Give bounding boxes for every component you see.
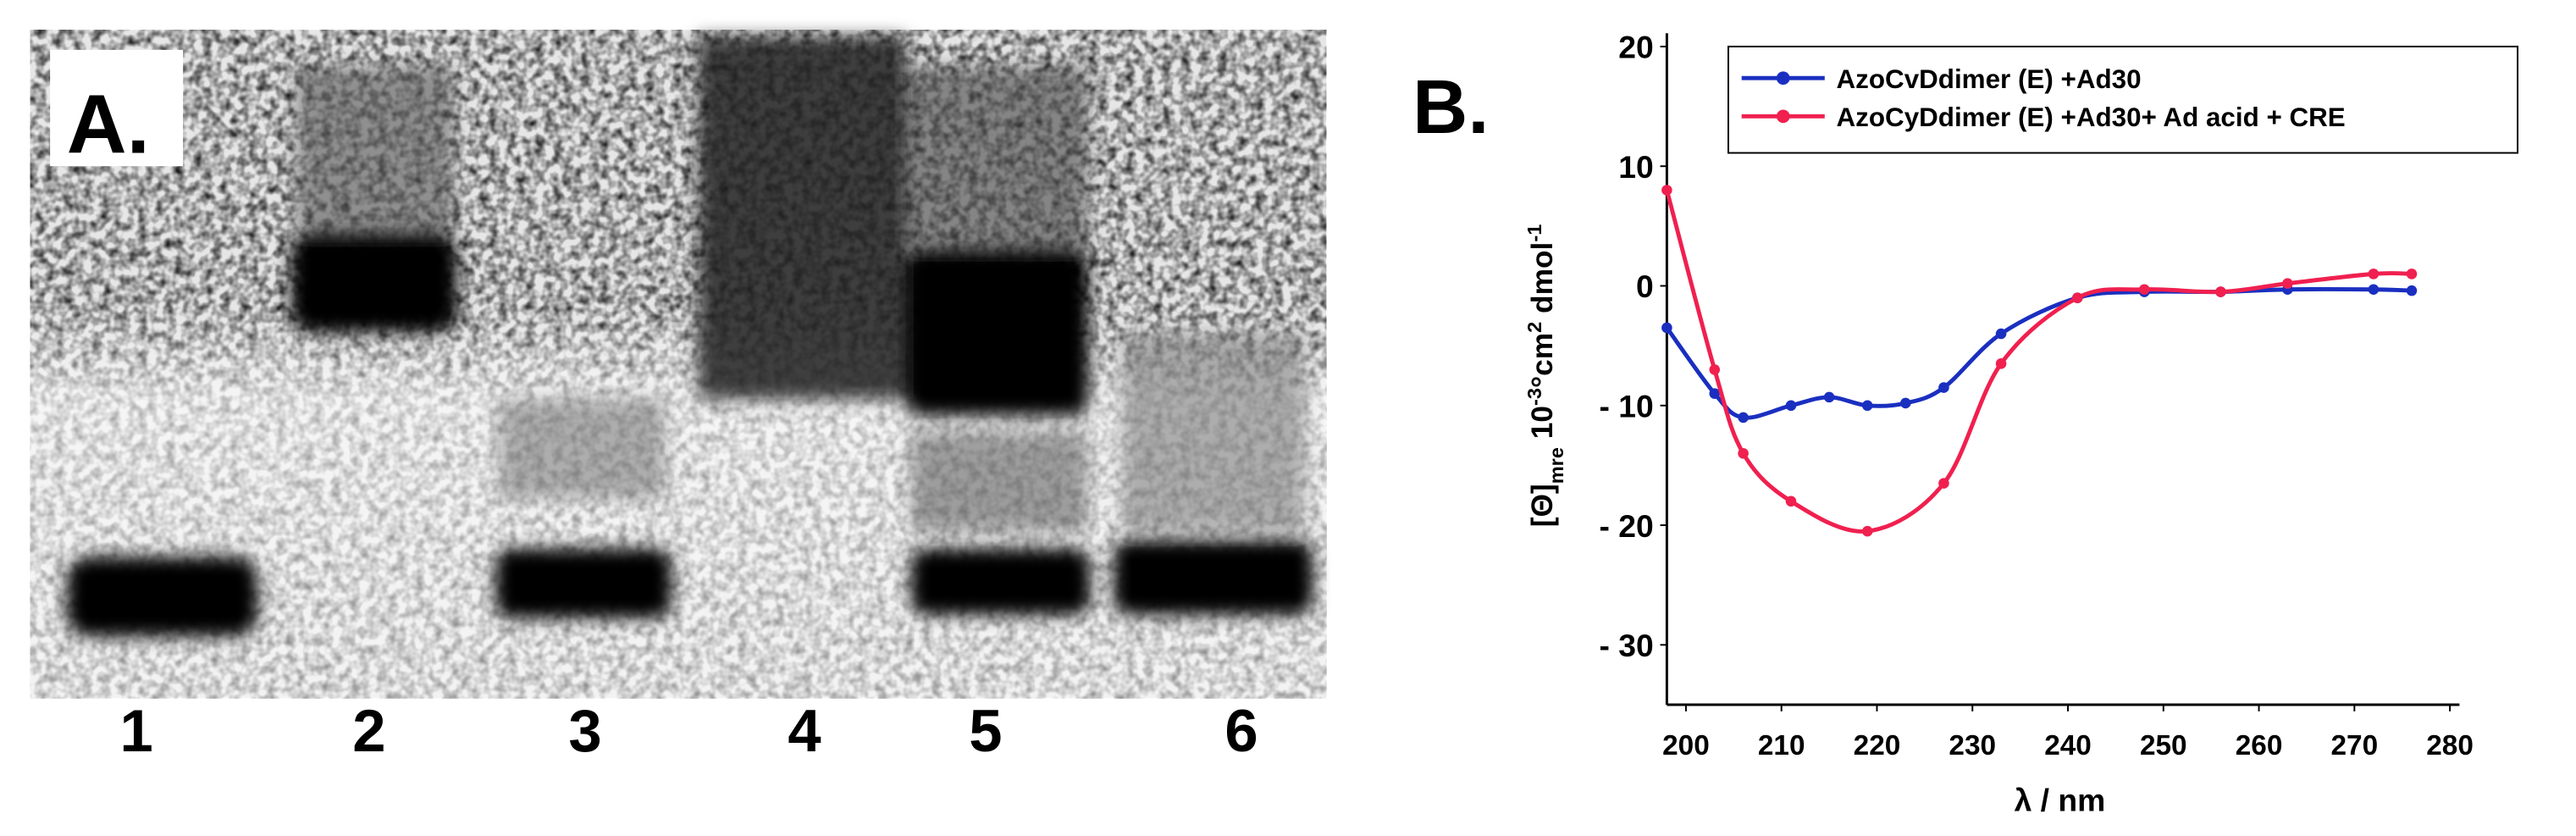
series-line xyxy=(1665,287,2413,420)
x-tick-label: 250 xyxy=(2140,730,2187,761)
legend-label: AzoCyDdimer (E) +Ad30+ Ad acid + CRE xyxy=(1837,102,2346,132)
y-axis-label-part: 10 xyxy=(1526,406,1559,447)
y-axis-label-part: [Θ] xyxy=(1526,484,1559,527)
x-tick-label: 200 xyxy=(1662,730,1710,761)
y-axis-label-part: dmol xyxy=(1526,242,1559,322)
y-axis-label-part: mre xyxy=(1545,447,1567,484)
legend-box xyxy=(1727,45,2519,154)
y-axis-label-part: 2 xyxy=(1523,322,1545,333)
data-point xyxy=(1661,185,1672,196)
lane-label: 2 xyxy=(352,697,385,764)
x-tick-label: 220 xyxy=(1854,730,1901,761)
data-point xyxy=(1709,388,1721,399)
data-point xyxy=(1861,525,1873,537)
data-point xyxy=(1938,478,1949,489)
data-point xyxy=(2072,292,2083,303)
lane-labels: 1 2 3 4 5 6 xyxy=(120,697,1258,764)
legend-marker xyxy=(1776,71,1790,86)
y-axis-label-part: -3 xyxy=(1523,388,1545,406)
legend-label: AzoCvDdimer (E) +Ad30 xyxy=(1837,64,2142,94)
x-tick-label: 210 xyxy=(1758,730,1805,761)
data-point xyxy=(1785,400,1797,412)
data-point xyxy=(1738,448,1749,459)
data-point xyxy=(1861,400,1873,412)
y-tick-label: 0 xyxy=(1636,269,1654,304)
x-tick-label: 280 xyxy=(2426,730,2474,761)
data-point xyxy=(2368,269,2380,280)
data-point xyxy=(1785,496,1797,507)
lane-label: 3 xyxy=(568,697,601,764)
x-tick-label: 260 xyxy=(2236,730,2283,761)
data-point xyxy=(1738,412,1749,424)
data-point xyxy=(1709,364,1721,375)
panel-label: B. xyxy=(1412,64,1489,150)
y-tick-label: 20 xyxy=(1618,30,1653,65)
lane-label: 5 xyxy=(969,697,1002,764)
x-axis-label: λ / nm xyxy=(2015,783,2106,818)
data-point xyxy=(1661,322,1672,334)
data-point xyxy=(1995,328,2007,340)
panel-label: A. xyxy=(67,78,150,171)
y-tick-label: - 20 xyxy=(1599,508,1653,544)
lane-label: 1 xyxy=(120,697,153,764)
y-tick-label: - 10 xyxy=(1599,389,1653,424)
x-tick-label: 230 xyxy=(1949,730,1996,761)
data-point xyxy=(1823,391,1835,403)
y-axis-label-part: -1 xyxy=(1523,224,1545,242)
data-point xyxy=(2406,269,2418,280)
data-point xyxy=(2138,284,2150,296)
y-tick-label: - 30 xyxy=(1599,628,1653,663)
y-tick-label: 10 xyxy=(1618,149,1653,185)
data-point xyxy=(1938,382,1949,393)
lane-label: 4 xyxy=(788,697,821,764)
data-point xyxy=(2282,278,2293,289)
legend-marker xyxy=(1776,109,1790,124)
data-point xyxy=(1900,397,1911,409)
x-tick-label: 240 xyxy=(2044,730,2092,761)
data-point xyxy=(2215,286,2226,297)
gel-image: A. xyxy=(30,30,1327,699)
x-tick-label: 270 xyxy=(2331,730,2379,761)
lane-label: 6 xyxy=(1224,697,1258,764)
y-axis-label: [Θ]mre 10-3°cm2 dmol-1 xyxy=(1523,224,1567,528)
data-point xyxy=(1995,358,2007,369)
series-line xyxy=(1665,189,2413,534)
data-point xyxy=(2406,285,2418,296)
y-axis-label-part: °cm xyxy=(1526,333,1559,388)
data-point xyxy=(2368,284,2380,296)
